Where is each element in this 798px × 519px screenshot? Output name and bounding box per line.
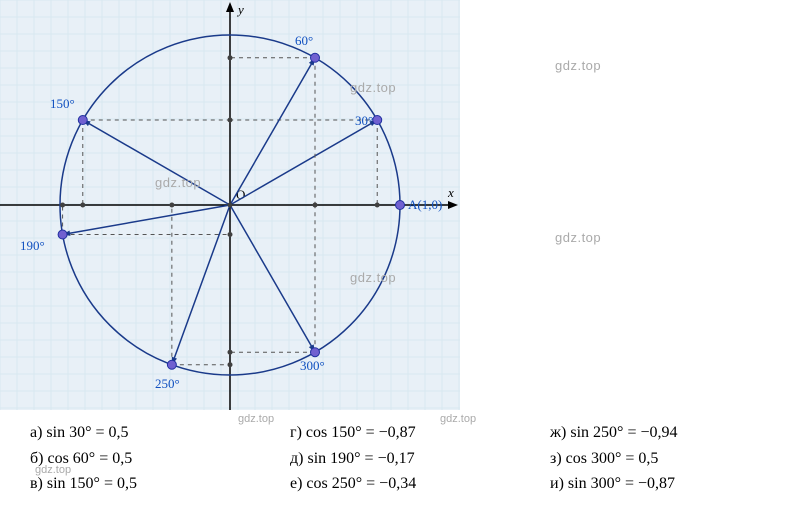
svg-text:30°: 30° xyxy=(355,113,373,128)
answer-zh: ж) sin 250° = −0,94 xyxy=(550,420,770,446)
answer-v: gdz.top в) sin 150° = 0,5 xyxy=(30,471,290,497)
answers-row-2: б) cos 60° = 0,5 д) sin 190° = −0,17 з) … xyxy=(30,446,770,472)
answer-g: gdz.top г) cos 150° = −0,87 gdz.top xyxy=(290,420,550,446)
answers-block: а) sin 30° = 0,5 gdz.top г) cos 150° = −… xyxy=(30,420,770,497)
svg-text:x: x xyxy=(447,185,454,200)
svg-text:O: O xyxy=(236,187,245,202)
answer-z: з) cos 300° = 0,5 xyxy=(550,446,770,472)
answer-wm-3: gdz.top xyxy=(35,462,71,480)
answer-d: д) sin 190° = −0,17 xyxy=(290,446,550,472)
svg-text:300°: 300° xyxy=(300,358,325,373)
svg-text:60°: 60° xyxy=(295,33,313,48)
answer-e: е) cos 250° = −0,34 xyxy=(290,471,550,497)
circle-svg: x y O A(1,0) 30° 60° 150° 190° 250° 300° xyxy=(0,0,460,410)
svg-text:A(1,0): A(1,0) xyxy=(408,197,442,212)
watermark-4: gdz.top xyxy=(350,270,396,285)
answer-g-text: г) cos 150° = −0,87 xyxy=(290,424,416,441)
watermark-1: gdz.top xyxy=(555,58,601,73)
svg-text:190°: 190° xyxy=(20,238,45,253)
answer-wm-1: gdz.top xyxy=(238,411,274,429)
unit-circle-diagram: x y O A(1,0) 30° 60° 150° 190° 250° 300° xyxy=(0,0,460,410)
answer-wm-2: gdz.top xyxy=(440,411,476,429)
answers-row-1: а) sin 30° = 0,5 gdz.top г) cos 150° = −… xyxy=(30,420,770,446)
watermark-2: gdz.top xyxy=(555,230,601,245)
answers-row-3: gdz.top в) sin 150° = 0,5 е) cos 250° = … xyxy=(30,471,770,497)
watermark-5: gdz.top xyxy=(155,175,201,190)
answer-i: и) sin 300° = −0,87 xyxy=(550,471,770,497)
svg-text:y: y xyxy=(236,2,244,17)
svg-text:150°: 150° xyxy=(50,96,75,111)
svg-text:250°: 250° xyxy=(155,376,180,391)
watermark-3: gdz.top xyxy=(350,80,396,95)
